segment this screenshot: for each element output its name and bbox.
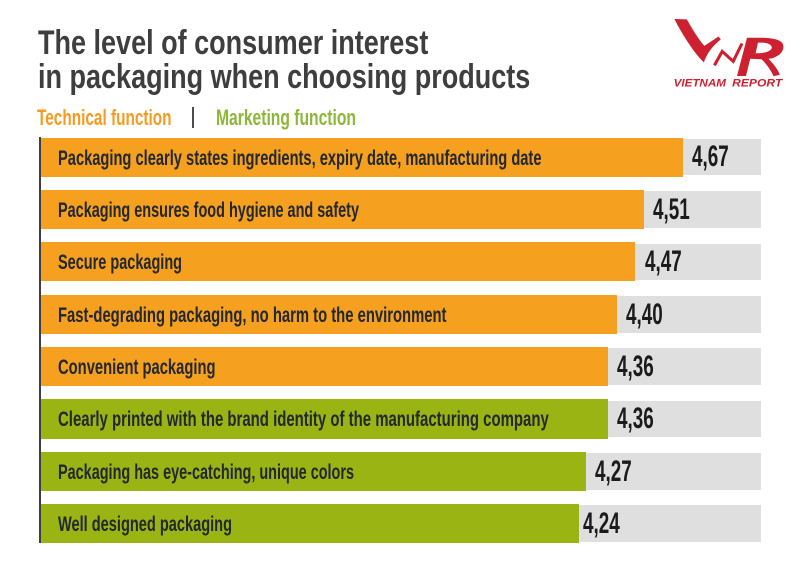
svg-text:VIETNAM: VIETNAM xyxy=(674,78,728,90)
svg-text:REPORT: REPORT xyxy=(732,78,784,90)
